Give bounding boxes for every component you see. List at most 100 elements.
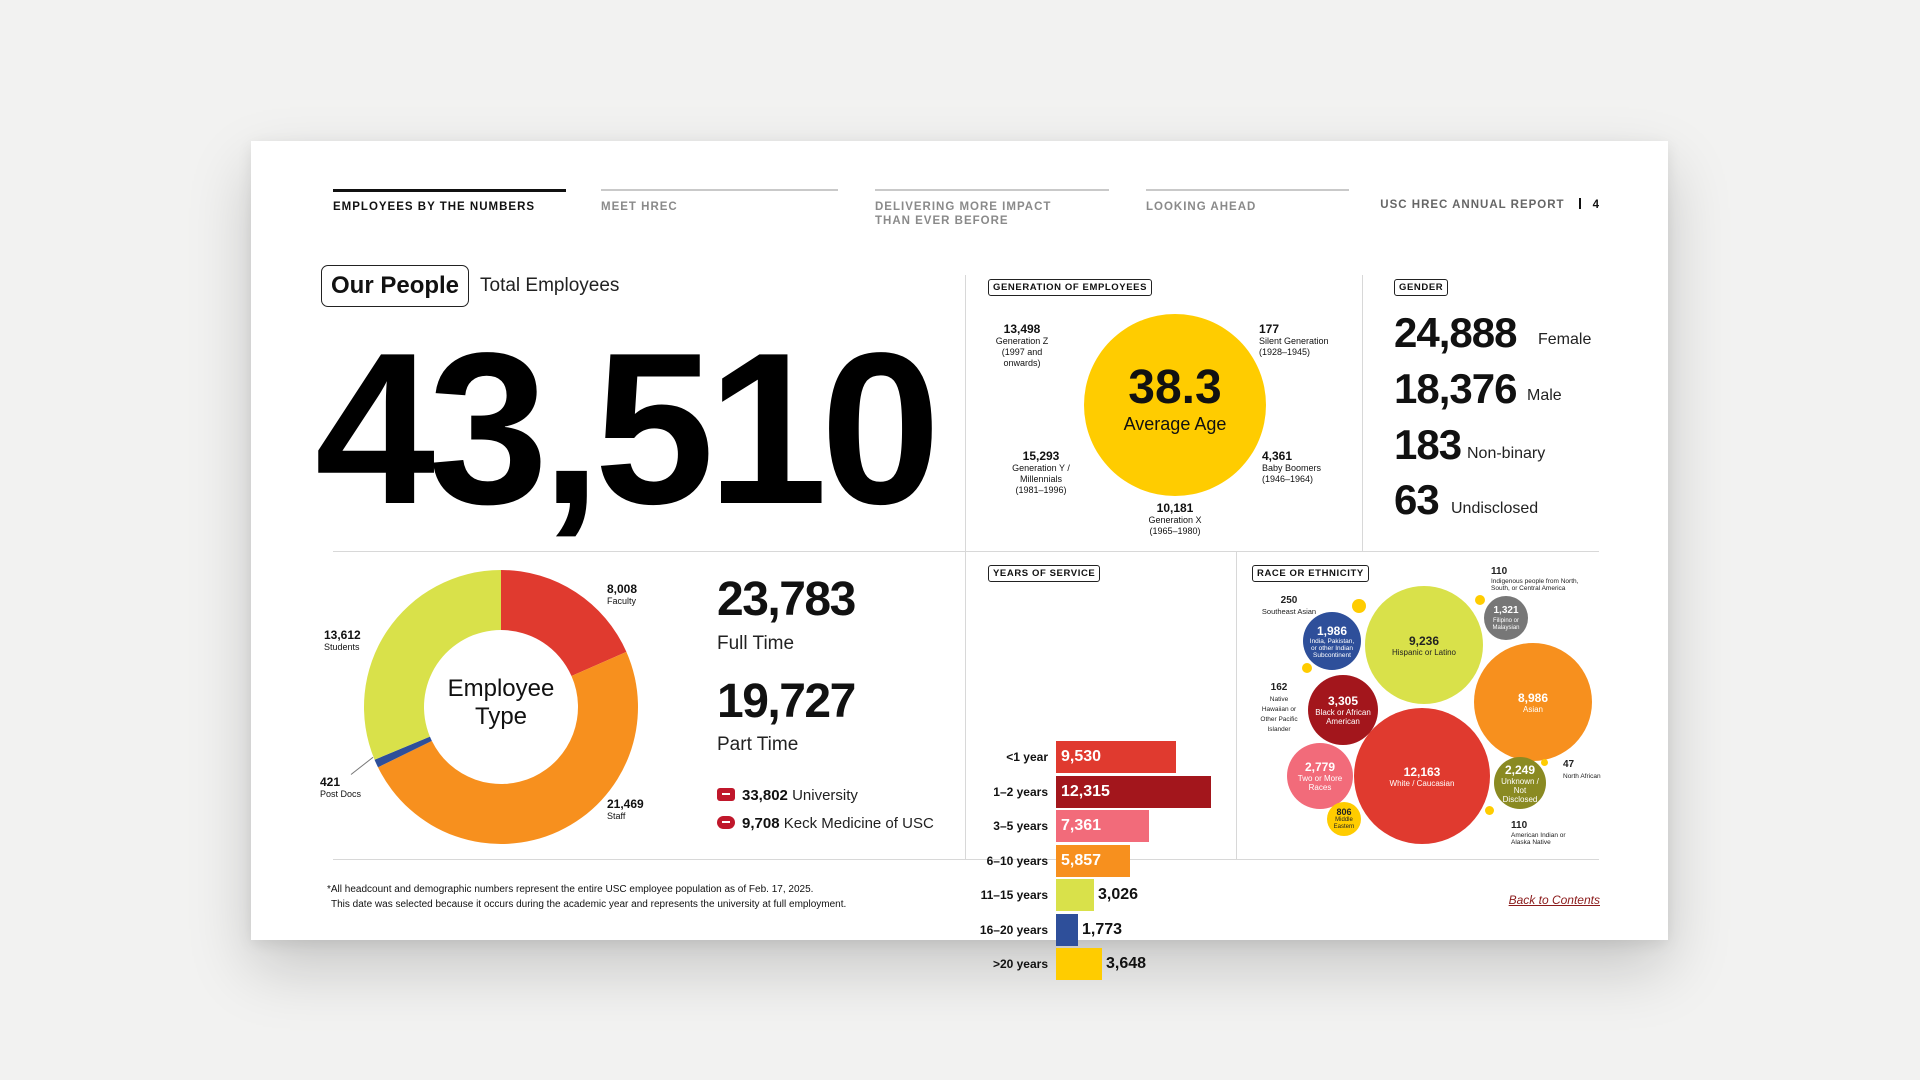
years-category-label: >20 years — [992, 957, 1048, 971]
pacific-islander-value: 162 — [1270, 682, 1288, 693]
two-or-more-value: 2,779 — [1304, 760, 1336, 774]
asian-label: Asian — [1522, 704, 1543, 714]
full-time-value: 23,783 — [717, 573, 856, 626]
staff-name: Staff — [607, 811, 626, 821]
report-header: USC HREC ANNUAL REPORT 4 — [1380, 198, 1600, 211]
generation-x-years: (1965–1980) — [1149, 526, 1201, 536]
pacific-islander-label: 162 Native Hawaiian or Other Pacific Isla… — [1259, 682, 1299, 734]
generation-z-name: Generation Z — [995, 336, 1049, 346]
part-time-value: 19,727 — [717, 675, 856, 728]
white-value: 12,163 — [1403, 764, 1441, 779]
our-people-pill: Our People — [321, 265, 470, 307]
years-value-label: 3,026 — [1098, 886, 1139, 903]
employee-type-line1: Employee — [447, 675, 555, 702]
generation-tag: GENERATION OF EMPLOYEES — [988, 279, 1153, 296]
southeast-asian-label: 250 Southeast Asian — [1259, 595, 1319, 616]
staff-label: 21,469 Staff — [607, 797, 644, 822]
divider — [333, 551, 1599, 552]
total-employees-label: Total Employees — [480, 275, 620, 296]
tab-delivering-more-impact[interactable]: DELIVERING MORE IMPACT THAN EVER BEFORE — [875, 189, 1109, 228]
baby-boomers-label: 4,361 Baby Boomers (1946–1964) — [1262, 449, 1342, 485]
generation-x-label: 10,181 Generation X (1965–1980) — [1133, 501, 1217, 537]
north-african-label: 47 North African — [1563, 759, 1611, 781]
back-to-contents-link[interactable]: Back to Contents — [1508, 893, 1600, 907]
divider — [965, 275, 966, 860]
keck-label: Keck Medicine of USC — [783, 815, 934, 832]
southeast-asian-name: Southeast Asian — [1261, 607, 1317, 616]
years-category-label: 16–20 years — [979, 922, 1048, 937]
unknown-label: Unknown / Not Disclosed — [1501, 776, 1539, 804]
bubble-white: 12,163 White / Caucasian — [1354, 708, 1490, 844]
race-ethnicity-tag: RACE OR ETHNICITY — [1252, 565, 1369, 582]
american-indian-value: 110 — [1511, 820, 1528, 831]
faculty-value: 8,008 — [607, 582, 638, 596]
divider — [333, 859, 1599, 860]
filipino-value: 1,321 — [1493, 605, 1519, 616]
pacific-islander-name: Native Hawaiian or Other Pacific Islande… — [1260, 696, 1298, 733]
black-label: Black or African American — [1315, 708, 1371, 726]
generation-z-value: 13,498 — [1003, 322, 1041, 336]
indigenous-label: 110 Indigenous people from North, South, … — [1491, 566, 1591, 592]
report-title: USC HREC ANNUAL REPORT — [1380, 199, 1565, 211]
university-count: 33,802 University — [717, 787, 858, 804]
students-slice — [364, 570, 501, 760]
female-value: 24,888 — [1394, 309, 1517, 356]
years-bar — [1056, 775, 1211, 808]
asian-value: 8,986 — [1517, 690, 1549, 705]
bubble-southeast-asian — [1352, 599, 1366, 613]
male-label: Male — [1527, 387, 1562, 404]
students-label: 13,612 Students — [324, 628, 361, 653]
filipino-label: Filipino or Malaysian — [1492, 618, 1520, 631]
tab-looking-ahead[interactable]: LOOKING AHEAD — [1146, 189, 1349, 214]
baby-boomers-years: (1946–1964) — [1262, 474, 1314, 484]
divider — [1236, 551, 1237, 860]
southeast-asian-value: 250 — [1280, 595, 1298, 606]
bubble-north-african — [1541, 759, 1548, 766]
years-bar — [1056, 879, 1094, 911]
generation-y-label: 15,293 Generation Y / Millennials (1981–… — [1001, 449, 1081, 496]
years-category-label: 11–15 years — [980, 888, 1048, 902]
post-docs-label: 421 Post Docs — [320, 775, 361, 800]
keck-count: 9,708 Keck Medicine of USC — [717, 815, 934, 832]
staff-slice — [377, 651, 638, 844]
bubble-india: 1,986 India, Pakistan, or other Indian Su… — [1303, 612, 1361, 670]
tab-meet-hrec[interactable]: MEET HREC — [601, 189, 838, 214]
gender-tag: GENDER — [1394, 279, 1449, 296]
footnote-line1: *All headcount and demographic numbers r… — [327, 884, 814, 895]
years-value-label: 3,648 — [1106, 955, 1147, 972]
years-category-label: 1–2 years — [993, 784, 1048, 799]
middle-eastern-label: Middle Eastern — [1333, 817, 1355, 830]
total-employees-value: 43,510 — [315, 307, 941, 549]
white-label: White / Caucasian — [1389, 778, 1455, 788]
generation-y-value: 15,293 — [1022, 449, 1060, 463]
india-label: India, Pakistan, or other Indian Subcont… — [1309, 637, 1355, 659]
undisclosed-label: Undisclosed — [1451, 500, 1539, 517]
female-label: Female — [1538, 331, 1592, 348]
page-number: 4 — [1592, 199, 1600, 211]
india-value: 1,986 — [1316, 623, 1348, 638]
indigenous-value: 110 — [1491, 566, 1508, 577]
divider — [1578, 198, 1581, 209]
non-binary-value: 183 — [1394, 421, 1462, 468]
years-bar — [1056, 913, 1078, 946]
students-name: Students — [324, 642, 360, 652]
generation-z-label: 13,498 Generation Z (1997 and onwards) — [982, 322, 1062, 369]
footnote-line2: This date was selected because it occurs… — [331, 899, 847, 910]
students-value: 13,612 — [324, 628, 361, 642]
employee-type-center: Employee Type — [401, 675, 601, 731]
generation-y-name: Generation Y / Millennials — [1012, 463, 1070, 484]
baby-boomers-value: 4,361 — [1262, 449, 1293, 463]
tab-employees-by-the-numbers[interactable]: EMPLOYEES BY THE NUMBERS — [333, 189, 566, 214]
generation-x-value: 10,181 — [1156, 501, 1194, 515]
post-docs-slice — [374, 736, 432, 768]
years-bar — [1056, 741, 1176, 773]
medical-icon — [717, 816, 735, 829]
black-value: 3,305 — [1327, 694, 1359, 708]
bubble-pacific-islander — [1302, 663, 1312, 673]
male-value: 18,376 — [1394, 365, 1517, 412]
divider — [1362, 275, 1363, 551]
faculty-slice — [501, 570, 627, 676]
years-bar — [1056, 948, 1102, 980]
non-binary-label: Non-binary — [1467, 445, 1546, 462]
bubble-middle-eastern: 806 Middle Eastern — [1327, 802, 1361, 836]
